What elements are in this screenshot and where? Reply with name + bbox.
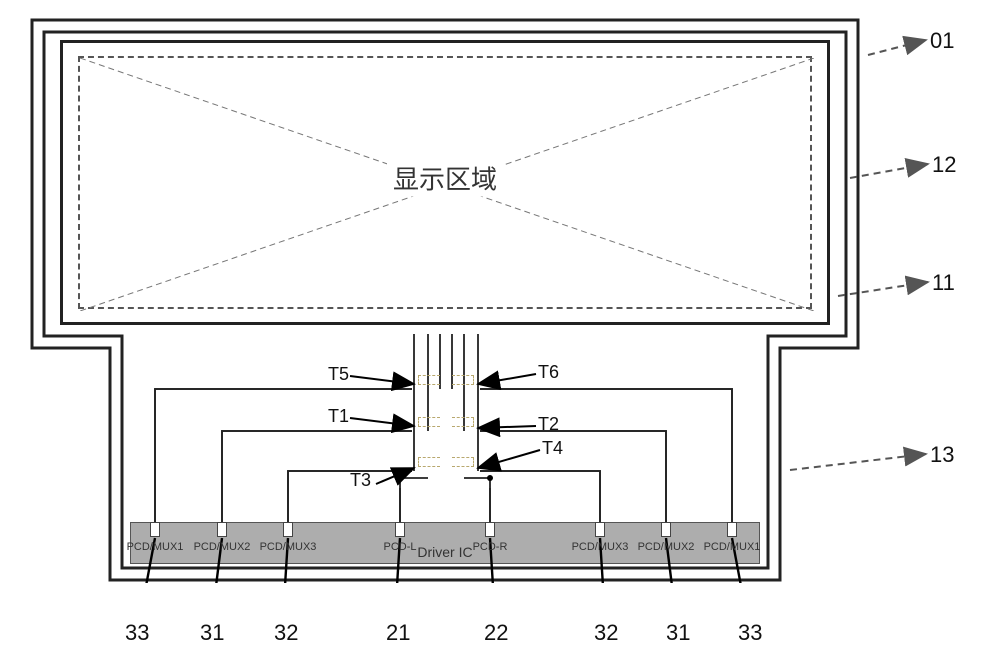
diagram-stage: 显示区域 Driver IC T1 T2 T3 T4 T5 T6 PCD/MUX1 PCD/…: [30, 18, 860, 643]
pad-number-3: 21: [386, 620, 410, 646]
pad-number-2: 32: [274, 620, 298, 646]
pad-label-1: PCD/MUX2: [194, 541, 251, 553]
pad-number-5: 32: [594, 620, 618, 646]
pad-label-5: PCD/MUX3: [572, 541, 629, 553]
tft-label-T2: T2: [538, 414, 559, 435]
pad-2: [283, 522, 293, 537]
tft-label-T6: T6: [538, 362, 559, 383]
pad-1: [217, 522, 227, 537]
pad-0: [150, 522, 160, 537]
pad-label-7: PCD/MUX1: [704, 541, 761, 553]
pad-label-6: PCD/MUX2: [638, 541, 695, 553]
tft-label-T5: T5: [328, 364, 349, 385]
tft-label-T1: T1: [328, 406, 349, 427]
pad-7: [727, 522, 737, 537]
display-area-label: 显示区域: [387, 159, 503, 196]
pad-number-6: 31: [666, 620, 690, 646]
callout-01: 01: [930, 28, 954, 54]
pad-number-4: 22: [484, 620, 508, 646]
pad-label-2: PCD/MUX3: [260, 541, 317, 553]
callout-11: 11: [932, 270, 955, 296]
pad-number-0: 33: [125, 620, 149, 646]
pad-3: [395, 522, 405, 537]
pad-number-1: 31: [200, 620, 224, 646]
driver-ic-label: Driver IC: [417, 544, 472, 560]
callout-12: 12: [932, 152, 956, 178]
pad-4: [485, 522, 495, 537]
pad-number-7: 33: [738, 620, 762, 646]
pad-label-0: PCD/MUX1: [127, 541, 184, 553]
callout-13: 13: [930, 442, 954, 468]
pad-5: [595, 522, 605, 537]
pad-label-3: PCD-L: [383, 541, 416, 553]
tft-label-T4: T4: [542, 438, 563, 459]
pad-6: [661, 522, 671, 537]
pad-label-4: PCD-R: [473, 541, 508, 553]
tft-label-T3: T3: [350, 470, 371, 491]
display-area: 显示区域: [78, 56, 812, 309]
